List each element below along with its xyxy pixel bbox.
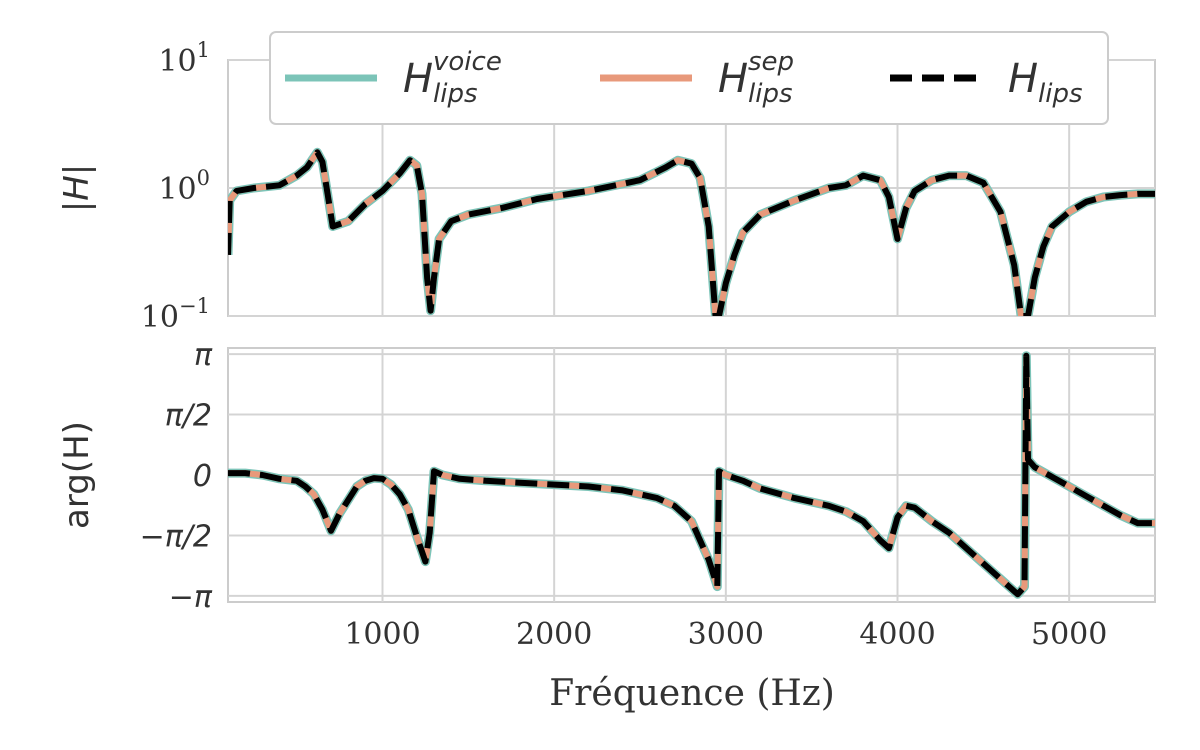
phase-y-tick-label: 0 bbox=[193, 459, 212, 494]
magnitude-y-tick-label: 100 bbox=[158, 166, 210, 207]
legend-label-sub: lips bbox=[748, 79, 793, 109]
x-axis-label: Fréquence (Hz) bbox=[549, 673, 835, 714]
x-tick-label: 5000 bbox=[1031, 617, 1107, 652]
legend-label: H bbox=[1008, 56, 1038, 102]
magnitude-y-tick-label: 10−1 bbox=[141, 294, 210, 335]
phase-y-tick-label: π bbox=[194, 338, 213, 373]
legend-label: H bbox=[718, 56, 748, 102]
legend-label-sub: lips bbox=[1038, 79, 1083, 109]
phase-y-tick-label: −π/2 bbox=[140, 519, 212, 554]
legend-label-sub: lips bbox=[433, 79, 478, 109]
x-tick-label: 1000 bbox=[344, 617, 420, 652]
phase-y-ticks: −π −π/2 0 π/2 π bbox=[140, 338, 213, 615]
magnitude-y-ticks: 10−1 100 101 bbox=[141, 38, 210, 335]
x-tick-label: 3000 bbox=[688, 617, 764, 652]
phase-series-group bbox=[228, 351, 1155, 599]
legend-label-sup: sep bbox=[748, 47, 794, 77]
phase-panel: −π−π/20π/2π 1000 2000 3000 4000 5000 arg(H) … bbox=[57, 338, 1156, 714]
magnitude-series-model bbox=[228, 149, 1155, 316]
legend-label-sup: voice bbox=[433, 47, 502, 77]
x-tick-label: 2000 bbox=[516, 617, 592, 652]
phase-x-ticks: 1000 2000 3000 4000 5000 bbox=[344, 617, 1107, 652]
phase-y-tick-label: π/2 bbox=[165, 399, 212, 434]
x-tick-label: 4000 bbox=[859, 617, 935, 652]
phase-series-model bbox=[228, 352, 1155, 598]
legend-label: H bbox=[403, 56, 433, 102]
magnitude-y-axis-label: |H| bbox=[57, 164, 97, 212]
magnitude-series-group bbox=[228, 147, 1155, 316]
magnitude-y-tick-label: 101 bbox=[158, 38, 210, 79]
phase-y-axis-label: arg(H) bbox=[57, 421, 97, 529]
phase-y-tick-label: −π bbox=[169, 580, 213, 615]
